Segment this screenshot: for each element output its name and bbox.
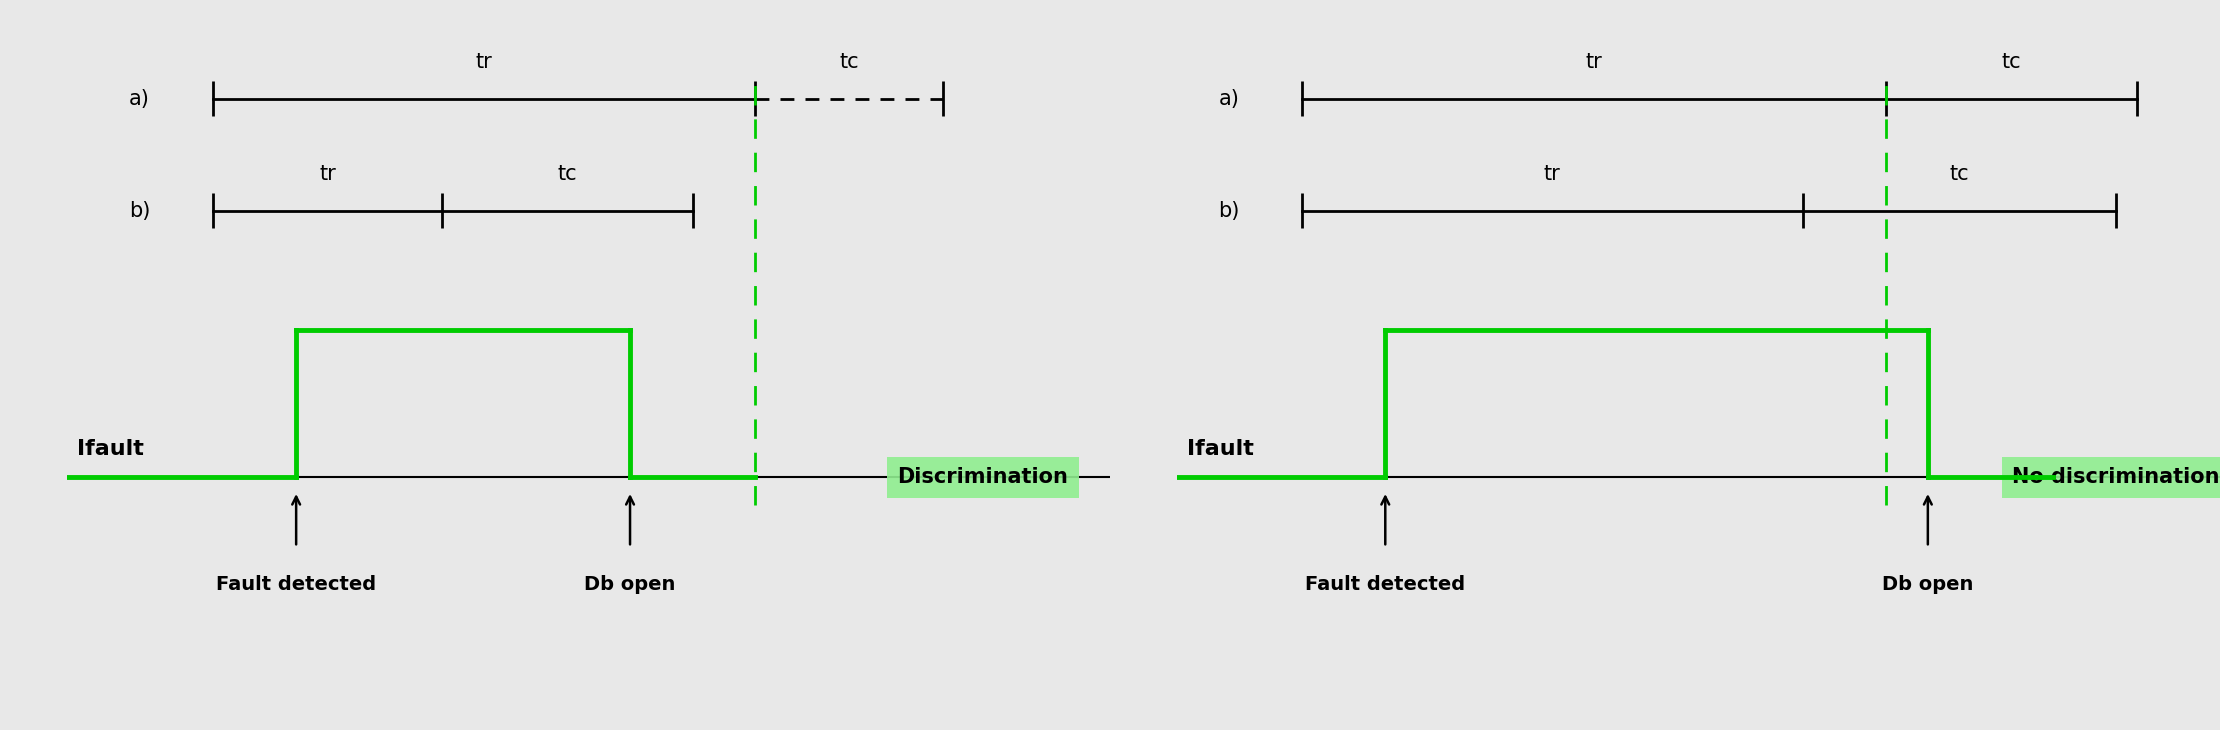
Text: tc: tc — [2002, 52, 2020, 72]
Text: Ifault: Ifault — [78, 439, 144, 459]
Text: Fault detected: Fault detected — [215, 575, 375, 594]
Text: Fault detected: Fault detected — [1305, 575, 1465, 594]
Text: No discrimination: No discrimination — [2014, 467, 2220, 487]
Text: b): b) — [129, 201, 151, 220]
Text: tr: tr — [1585, 52, 1603, 72]
Text: tr: tr — [1543, 164, 1561, 184]
Text: Discrimination: Discrimination — [897, 467, 1068, 487]
Text: tr: tr — [475, 52, 493, 72]
Text: a): a) — [1219, 89, 1239, 109]
Text: tc: tc — [839, 52, 859, 72]
Text: Db open: Db open — [584, 575, 675, 594]
Text: tc: tc — [557, 164, 577, 184]
Text: tr: tr — [320, 164, 335, 184]
Text: a): a) — [129, 89, 151, 109]
Text: b): b) — [1219, 201, 1239, 220]
Text: Ifault: Ifault — [1188, 439, 1254, 459]
Text: tc: tc — [1949, 164, 1969, 184]
Text: Db open: Db open — [1883, 575, 1974, 594]
